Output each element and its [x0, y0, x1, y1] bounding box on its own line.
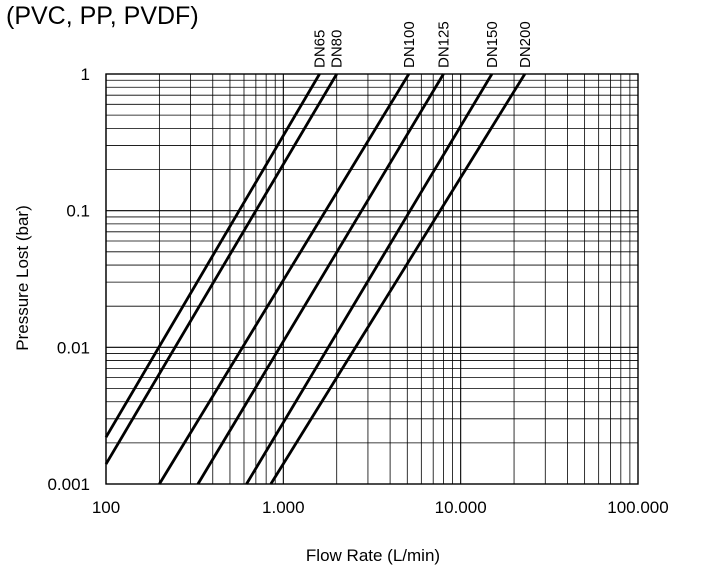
chart-title: (PVC, PP, PVDF): [6, 2, 199, 30]
series-label-dn125: DN125: [435, 21, 452, 68]
series-label-dn200: DN200: [517, 21, 534, 68]
series-line-dn150: [245, 73, 494, 485]
series-label-dn150: DN150: [484, 21, 501, 68]
y-tick-label: 0.1: [66, 202, 90, 221]
series-line-dn65: [104, 73, 321, 438]
y-tick-label: 0.01: [57, 338, 90, 357]
x-tick-label: 1.000: [262, 498, 305, 517]
series-label-dn100: DN100: [401, 21, 418, 68]
x-tick-labels: 100 1.000 10.000 100.000: [92, 498, 669, 517]
series-label-dn80: DN80: [329, 30, 346, 68]
series-line-dn100: [158, 73, 411, 485]
y-axis-label: Pressure Lost (bar): [13, 205, 32, 351]
plot-frame: [105, 73, 639, 485]
x-axis-label: Flow Rate (L/min): [306, 546, 440, 565]
series-lines: [104, 73, 527, 485]
series-label-dn65: DN65: [312, 30, 329, 68]
y-tick-label: 0.001: [47, 475, 90, 494]
y-tick-labels: 1 0.1 0.01 0.001: [47, 65, 90, 494]
x-tick-label: 10.000: [435, 498, 487, 517]
y-tick-label: 1: [81, 65, 90, 84]
series-labels: DN65 DN80 DN100 DN125 DN150 DN200: [312, 21, 534, 68]
series-line-dn125: [196, 73, 445, 485]
x-tick-label: 100.000: [607, 498, 668, 517]
series-line-dn200: [269, 73, 527, 485]
x-tick-label: 100: [92, 498, 120, 517]
series-line-dn80: [104, 73, 338, 465]
